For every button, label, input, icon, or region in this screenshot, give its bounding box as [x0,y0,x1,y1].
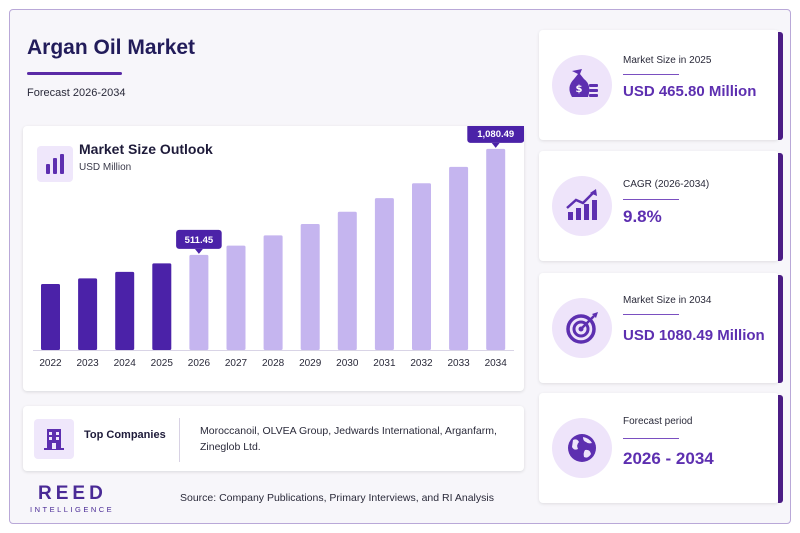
bar-2029 [300,224,320,350]
building-icon [34,419,74,459]
bar-2031 [374,198,394,350]
x-tick-label: 2028 [262,358,285,369]
chart-title: Market Size Outlook [79,141,213,157]
x-tick-label: 2031 [373,358,396,369]
stat-card-forecast-period: Forecast period 2026 - 2034 [539,393,783,503]
page-title: Argan Oil Market [27,36,196,59]
svg-text:511.45: 511.45 [185,235,214,246]
chart-card: Market Size Outlook USD Million 2022 2023… [23,126,524,391]
stat-card-market-size-2034: Market Size in 2034 USD 1080.49 Million [539,273,783,383]
bar-2030 [337,211,357,350]
divider [179,418,180,462]
x-tick-label: 2022 [39,358,62,369]
stat-card-cagr: CAGR (2026-2034) 9.8% [539,151,783,261]
bar-2025 [152,263,172,350]
bar-2026 [189,254,209,350]
bar-chart-icon [37,146,73,182]
stat-label: CAGR (2026-2034) [623,179,710,190]
stat-card-market-size-2025: $ Market Size in 2025 USD 465.80 Million [539,30,783,140]
stat-label: Forecast period [623,416,693,427]
bar-2032 [412,183,431,350]
stat-underline [623,314,679,315]
x-tick-label: 2025 [151,358,174,369]
growth-chart-icon [552,176,612,236]
bar-2028 [263,235,283,350]
logo-subtext: INTELLIGENCE [30,505,115,514]
bar-2023 [78,278,98,350]
stat-label: Market Size in 2025 [623,55,712,66]
x-tick-label: 2033 [447,358,470,369]
bar-2027 [226,245,246,350]
logo-wordmark: REED [38,483,107,504]
globe-icon [552,418,612,478]
money-bag-icon: $ [552,55,612,115]
stat-label: Market Size in 2034 [623,295,712,306]
bar-2034 [486,148,506,350]
top-companies-card: Top Companies Moroccanoil, OLVEA Group, … [23,406,524,471]
stat-underline [623,74,679,75]
stat-underline [623,199,679,200]
source-note: Source: Company Publications, Primary In… [180,492,494,504]
x-tick-label: 2024 [114,358,137,369]
data-label-2034: 1,080.49 [467,126,524,148]
x-tick-label: 2030 [336,358,359,369]
stat-value: 2026 - 2034 [623,449,714,468]
bar-2024 [115,271,135,350]
title-underline [27,72,122,75]
stat-value: 9.8% [623,207,662,226]
x-tick-label: 2032 [410,358,433,369]
chart-unit: USD Million [79,162,132,173]
stat-value: USD 465.80 Million [623,83,757,100]
x-tick-label: 2029 [299,358,322,369]
x-tick-label: 2034 [485,358,508,369]
bar-2022 [41,283,60,350]
x-tick-label: 2026 [188,358,211,369]
svg-text:$: $ [576,84,583,95]
bar-2033 [449,166,469,350]
bar-chart: 2022 2023 2024 2025 2026 2027 2028 2029 2030 2031… [33,126,524,369]
x-tick-label: 2027 [225,358,248,369]
x-tick-label: 2023 [76,358,99,369]
top-companies-label: Top Companies [84,429,166,441]
page-subtitle: Forecast 2026-2034 [27,87,126,99]
stat-underline [623,438,679,439]
top-companies-list: Moroccanoil, OLVEA Group, Jedwards Inter… [200,425,497,453]
stat-value: USD 1080.49 Million [623,327,765,344]
data-label-2026: 511.45 [176,229,222,254]
target-icon [552,298,612,358]
svg-text:1,080.49: 1,080.49 [477,129,514,140]
